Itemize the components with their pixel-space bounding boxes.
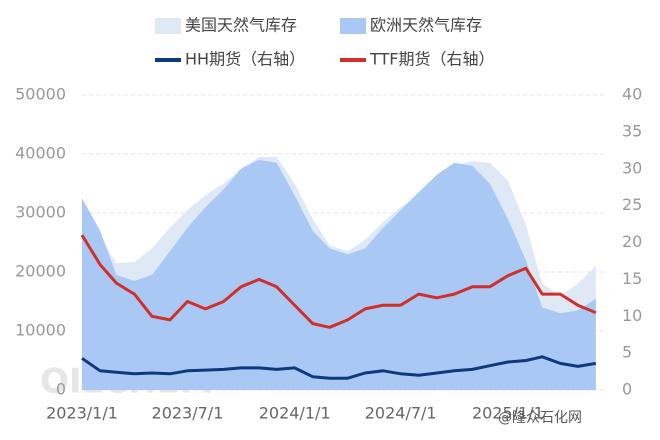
- y-tick-label: 0: [56, 380, 66, 399]
- y-tick-label: 30000: [15, 203, 66, 222]
- x-tick-label: 2023/1/1: [46, 404, 118, 423]
- y-tick-label: 10000: [15, 321, 66, 340]
- watermark: @隆众石化网: [498, 410, 582, 426]
- legend-label: TTF期货（右轴）: [369, 50, 494, 69]
- x-tick-label: 2025/1/1: [472, 404, 544, 423]
- y2-tick-label: 0: [622, 380, 632, 399]
- x-tick-label: 2024/1/1: [259, 404, 331, 423]
- line: [81, 355, 597, 380]
- y2-tick-label: 15: [622, 269, 642, 288]
- legend-swatch: [155, 18, 181, 34]
- y2-tick-label: 10: [622, 306, 642, 325]
- legend-label: 欧洲天然气库存: [370, 16, 482, 35]
- y-tick-label: 20000: [15, 262, 66, 281]
- area: [82, 159, 596, 390]
- y-tick-label: 50000: [15, 85, 66, 104]
- y2-tick-label: 25: [622, 195, 642, 214]
- y2-tick-label: 35: [622, 121, 642, 140]
- legend-label: HH期货（右轴）: [185, 50, 305, 69]
- y2-tick-label: 30: [622, 158, 642, 177]
- x-tick-label: 2024/7/1: [365, 404, 437, 423]
- legend-label: 美国天然气库存: [185, 16, 297, 35]
- y2-tick-label: 20: [622, 232, 642, 251]
- y2-tick-label: 5: [622, 343, 632, 362]
- y2-tick-label: 40: [622, 85, 642, 104]
- x-tick-label: 2023/7/1: [152, 404, 224, 423]
- y-tick-label: 40000: [15, 144, 66, 163]
- legend-swatch: [340, 18, 366, 34]
- line: [80, 234, 597, 329]
